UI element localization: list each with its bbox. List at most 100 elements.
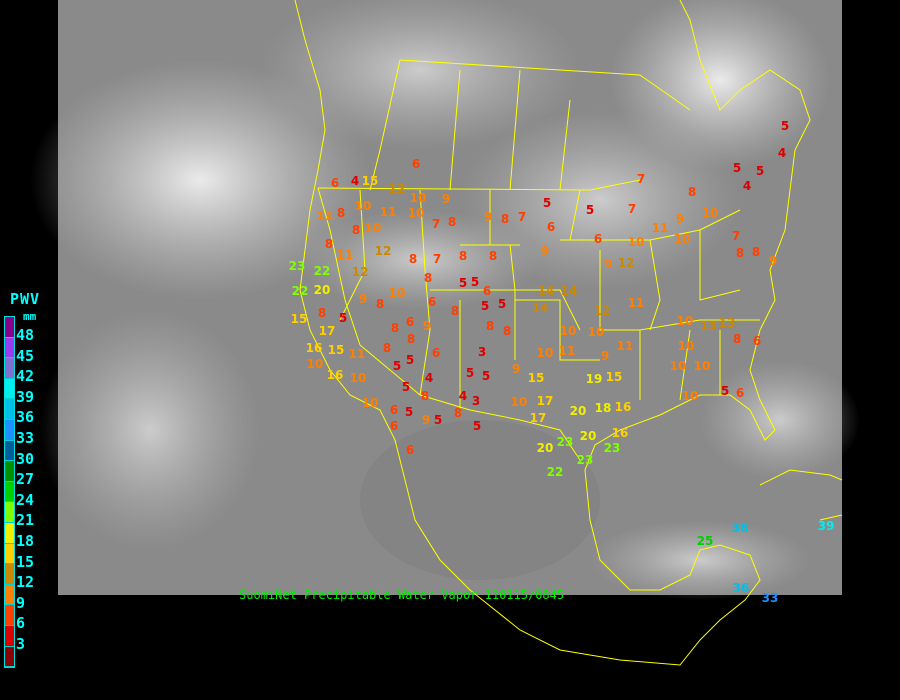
- legend-tick: 18: [16, 532, 35, 550]
- station-value: 7: [518, 210, 526, 224]
- legend-tick: 36: [16, 408, 35, 427]
- station-value: 14: [538, 284, 555, 298]
- station-value: 16: [615, 400, 632, 414]
- station-value: 15: [606, 370, 623, 384]
- station-value: 9: [541, 244, 549, 258]
- legend-tick: 21: [16, 511, 35, 530]
- station-value: 5: [402, 380, 410, 394]
- station-value: 9: [769, 254, 777, 268]
- station-value: 19: [586, 372, 603, 386]
- station-value: 7: [637, 172, 645, 186]
- station-value: 5: [471, 275, 479, 289]
- station-value: 33: [762, 591, 779, 605]
- legend-swatch: [5, 646, 14, 668]
- legend-title: PWV: [10, 290, 41, 308]
- station-value: 3: [478, 345, 486, 359]
- station-value: 7: [628, 202, 636, 216]
- station-value: 10: [682, 389, 699, 403]
- station-value: 10: [355, 199, 372, 213]
- station-value: 17: [530, 411, 547, 425]
- station-value: 10: [362, 396, 379, 410]
- station-value: 8: [376, 297, 384, 311]
- station-value: 8: [421, 389, 429, 403]
- station-value: 20: [314, 283, 331, 297]
- legend-swatch: [5, 625, 14, 647]
- station-value: 8: [736, 246, 744, 260]
- station-value: 11: [559, 344, 576, 358]
- legend-tick: 9: [16, 593, 26, 612]
- station-value: 5: [405, 405, 413, 419]
- station-value: 10: [702, 206, 719, 220]
- station-value: 23: [577, 453, 594, 467]
- station-value: 8: [459, 249, 467, 263]
- station-value: 22: [292, 284, 309, 298]
- station-value: 8: [733, 332, 741, 346]
- station-value: 8: [501, 212, 509, 226]
- station-value: 6: [736, 386, 744, 400]
- station-value: 10: [677, 314, 694, 328]
- station-value: 11: [317, 209, 334, 223]
- station-value: 5: [466, 366, 474, 380]
- legend-swatch: [5, 440, 14, 462]
- station-value: 5: [481, 299, 489, 313]
- legend-swatch: [5, 419, 14, 441]
- legend-swatch: [5, 358, 14, 379]
- legend-swatch: [5, 317, 14, 338]
- station-value: 10: [511, 395, 528, 409]
- station-value: 10: [674, 232, 691, 246]
- legend-tick: 15: [16, 552, 35, 571]
- legend-swatch: [5, 378, 14, 400]
- station-value: 10: [678, 339, 695, 353]
- station-value: 5: [406, 353, 414, 367]
- station-value: 10: [350, 371, 367, 385]
- station-value: 23: [604, 441, 621, 455]
- station-value: 11: [337, 248, 354, 262]
- station-value: 10: [389, 286, 406, 300]
- station-value: 8: [337, 206, 345, 220]
- station-value: 23: [289, 259, 306, 273]
- station-value: 10: [588, 325, 605, 339]
- station-value: 13: [700, 319, 717, 333]
- station-value: 17: [537, 394, 554, 408]
- station-value: 7: [732, 229, 740, 243]
- station-value: 3: [472, 394, 480, 408]
- station-value: 12: [352, 265, 369, 279]
- station-value: 8: [352, 223, 360, 237]
- station-value: 8: [407, 332, 415, 346]
- station-value: 8: [489, 249, 497, 263]
- legend-unit: mm: [23, 310, 37, 323]
- station-value: 16: [306, 341, 323, 355]
- station-value: 6: [390, 419, 398, 433]
- station-value: 36: [732, 521, 749, 535]
- station-value: 8: [409, 252, 417, 266]
- station-value: 16: [612, 426, 629, 440]
- station-value: 11: [380, 205, 397, 219]
- legend-tick: 45: [16, 346, 35, 365]
- station-value: 12: [594, 304, 611, 318]
- station-value: 5: [459, 276, 467, 290]
- color-scale-bar: [4, 316, 15, 669]
- station-value: 9: [442, 192, 450, 206]
- station-value: 9: [484, 210, 492, 224]
- station-value: 5: [586, 203, 594, 217]
- station-value: 4: [743, 179, 751, 193]
- station-value: 11: [628, 296, 645, 310]
- station-value: 39: [818, 519, 835, 533]
- legend-swatch: [5, 399, 14, 420]
- station-value: 5: [721, 384, 729, 398]
- legend-tick: 39: [16, 387, 35, 406]
- legend-tick: 48: [16, 326, 35, 344]
- station-value: 6: [483, 284, 491, 298]
- station-value: 8: [486, 319, 494, 333]
- station-value: 8: [325, 237, 333, 251]
- station-value: 15: [528, 371, 545, 385]
- station-value: 9: [423, 319, 431, 333]
- station-value: 8: [451, 304, 459, 318]
- station-value: 6: [406, 315, 414, 329]
- station-value: 10: [307, 357, 324, 371]
- station-value: 17: [319, 324, 336, 338]
- legend-swatch: [5, 461, 14, 482]
- station-value: 8: [383, 341, 391, 355]
- station-value: 5: [781, 119, 789, 133]
